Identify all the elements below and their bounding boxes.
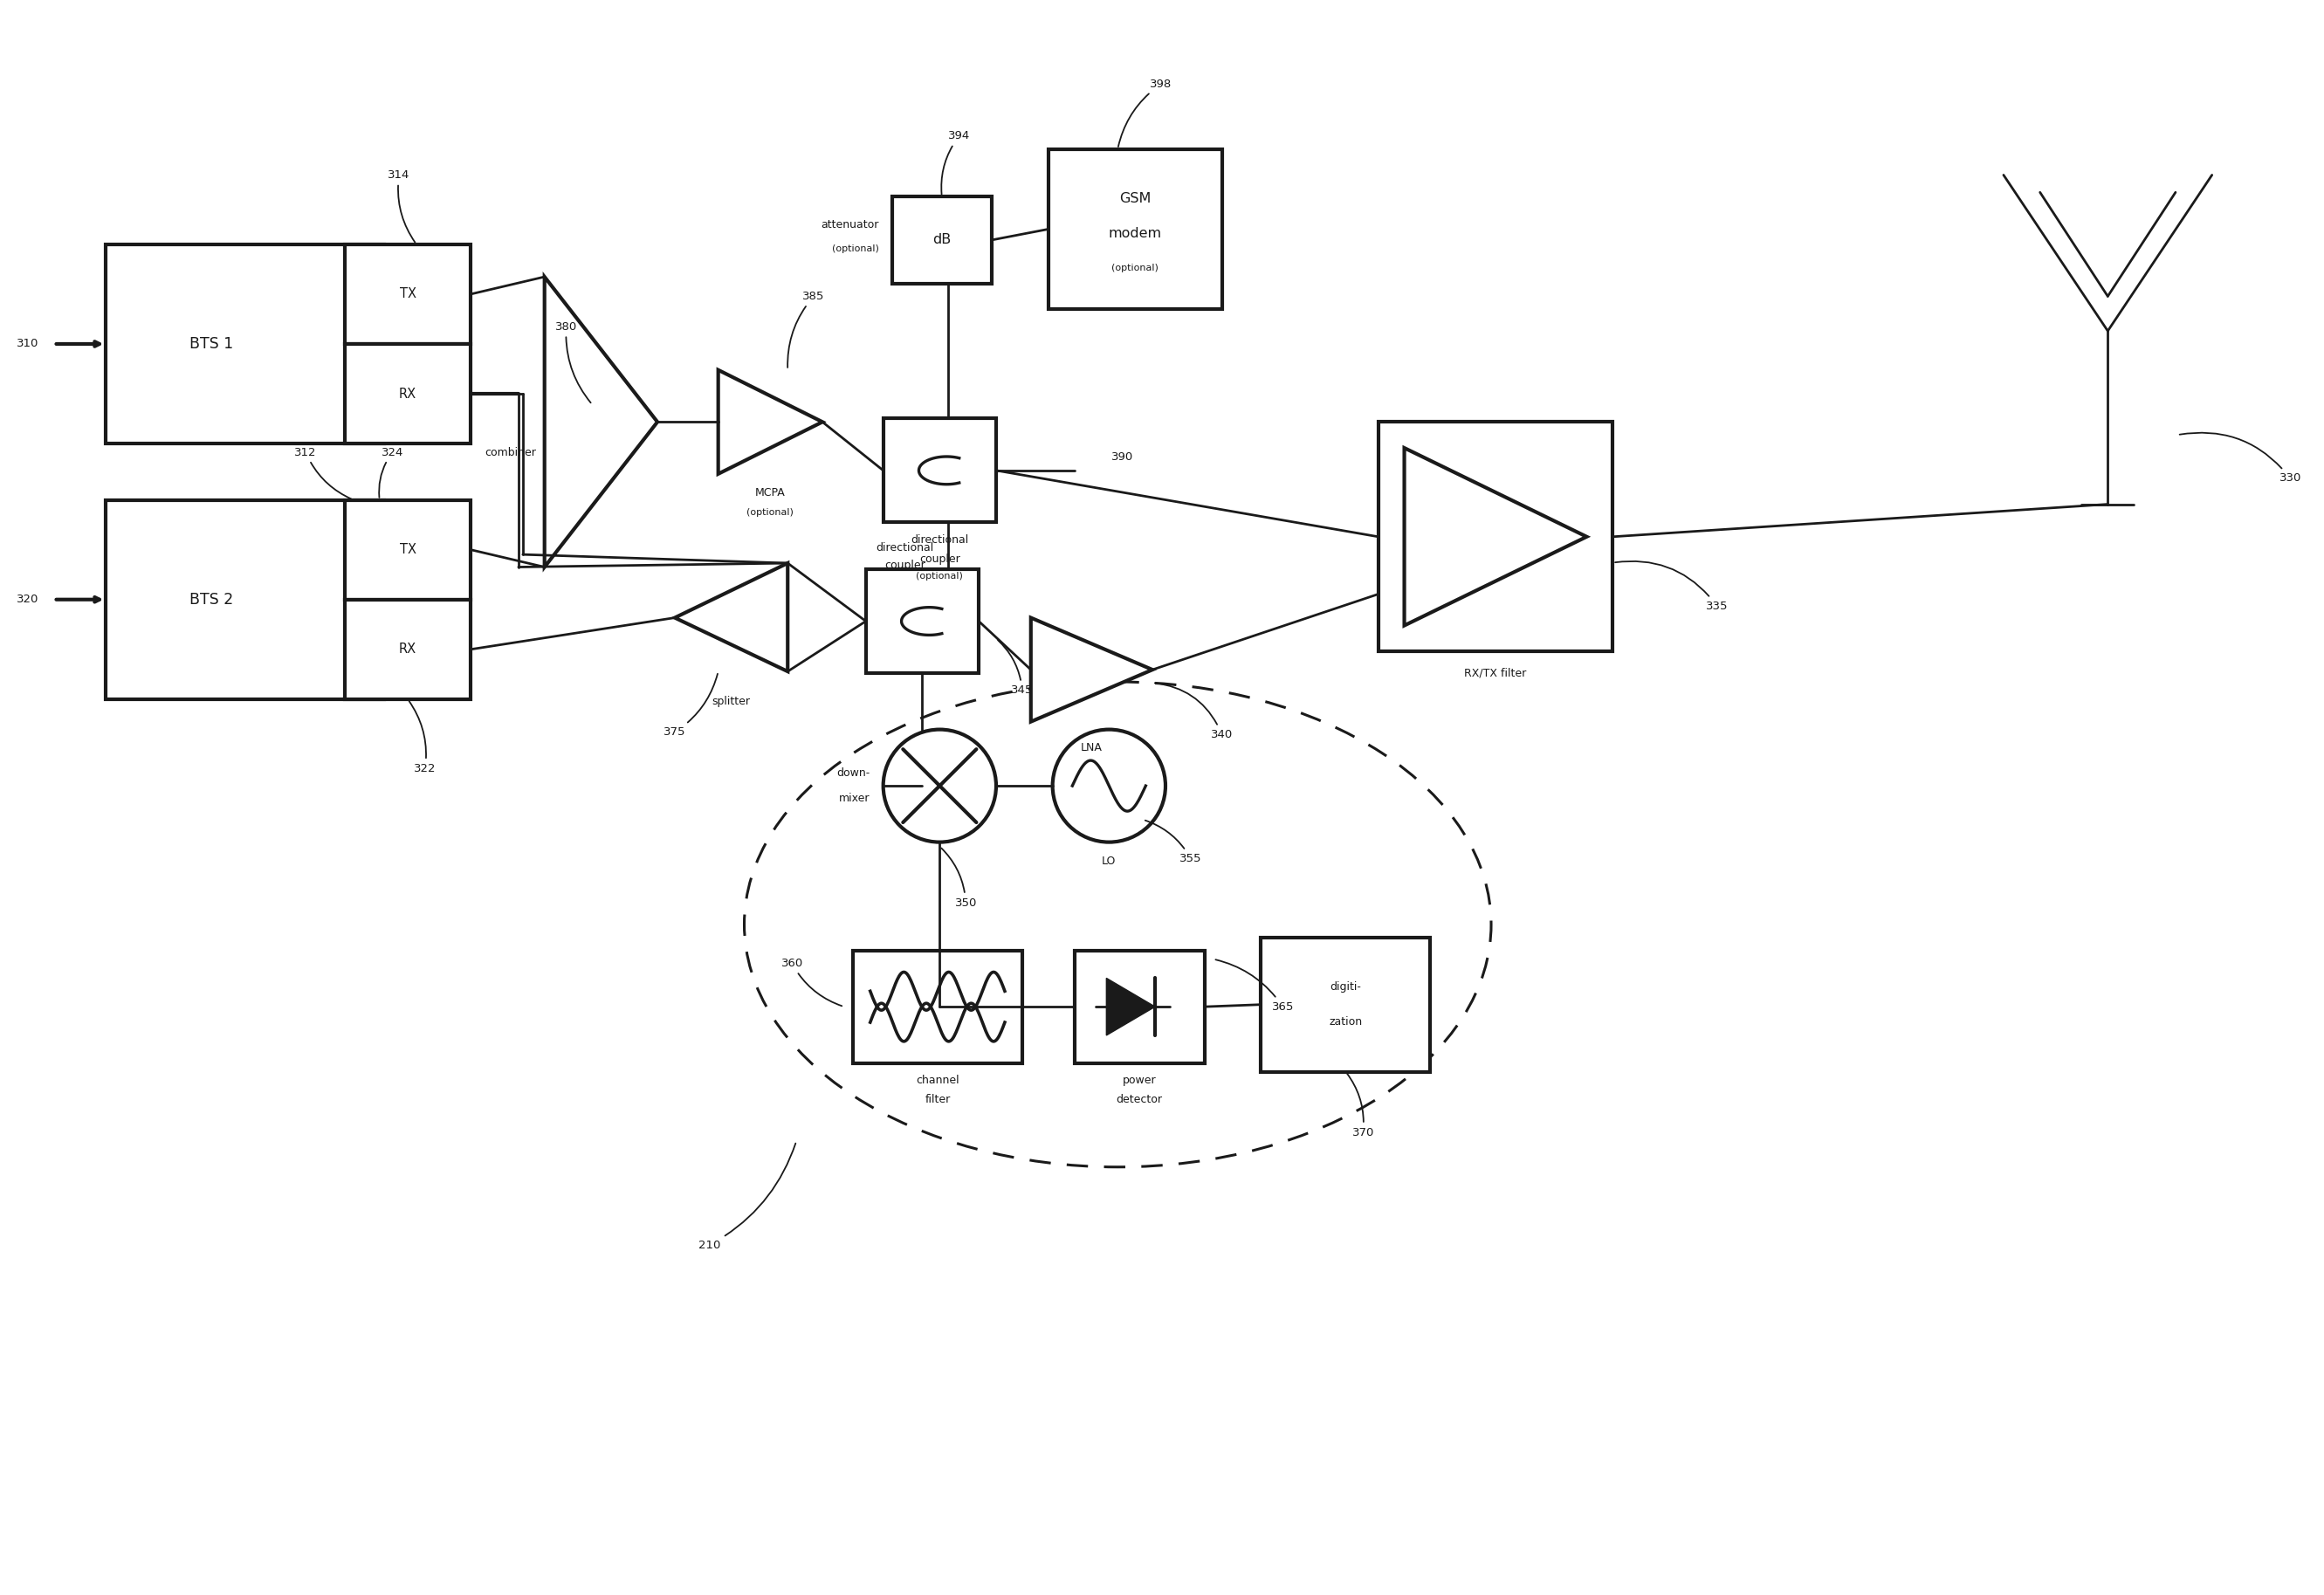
Text: 320: 320 [16,593,40,605]
Circle shape [883,729,997,842]
Text: 365: 365 [1215,960,1294,1013]
Text: 345: 345 [997,640,1034,695]
Text: TX: TX [400,287,416,301]
Polygon shape [1106,978,1155,1035]
Text: 370: 370 [1348,1073,1373,1137]
Text: BTS 1: BTS 1 [191,337,232,352]
Bar [344,499,472,600]
Text: 210: 210 [700,1144,795,1250]
Text: (optional): (optional) [746,507,795,517]
Text: 324: 324 [379,447,404,498]
Text: channel: channel [916,1075,960,1086]
Text: zation: zation [1329,1016,1362,1027]
Bar [107,244,383,443]
Text: directional: directional [911,534,969,545]
Text: MCPA: MCPA [755,488,786,499]
Text: filter: filter [925,1094,951,1105]
Polygon shape [544,278,658,568]
Text: (optional): (optional) [916,571,962,581]
Text: (optional): (optional) [1111,263,1160,273]
Text: 335: 335 [1615,561,1729,612]
Bar [892,196,992,284]
Polygon shape [1032,617,1153,721]
Bar [107,499,383,699]
Text: 394: 394 [941,131,969,195]
Text: LNA: LNA [1081,742,1102,753]
Text: mixer: mixer [839,793,869,804]
Bar [344,600,472,699]
Text: RX/TX filter: RX/TX filter [1464,667,1527,679]
Bar [1074,951,1204,1062]
Text: 385: 385 [788,290,825,367]
Text: attenuator: attenuator [820,219,878,230]
Text: dB: dB [932,233,951,247]
Text: TX: TX [400,544,416,557]
Circle shape [1053,729,1164,842]
Polygon shape [674,563,788,671]
Text: coupler: coupler [920,553,960,565]
Text: 380: 380 [555,321,590,402]
Text: 314: 314 [388,169,416,242]
Bar [883,418,997,523]
Text: 330: 330 [2180,432,2301,483]
Text: 355: 355 [1146,820,1202,864]
Text: combiner: combiner [483,447,537,458]
Bar [853,951,1023,1062]
Text: RX: RX [400,388,416,400]
Text: down-: down- [837,767,869,778]
Bar [1262,938,1429,1072]
Text: coupler: coupler [885,560,925,571]
Bar [344,345,472,443]
Polygon shape [1404,448,1587,625]
Text: GSM: GSM [1120,193,1150,206]
Polygon shape [718,370,823,474]
Text: 398: 398 [1118,78,1171,147]
Bar [1048,148,1222,309]
Text: modem: modem [1109,226,1162,239]
Text: detector: detector [1116,1094,1162,1105]
Text: digiti-: digiti- [1329,981,1362,994]
Text: LO: LO [1102,855,1116,866]
Text: BTS 2: BTS 2 [191,592,232,608]
Bar [344,244,472,345]
Text: 340: 340 [1155,683,1234,740]
Text: (optional): (optional) [832,244,878,254]
Text: 322: 322 [409,702,437,774]
Text: splitter: splitter [711,695,751,708]
Text: 360: 360 [781,957,841,1006]
Text: directional: directional [876,542,934,553]
Text: 375: 375 [665,673,718,738]
Bar [1378,423,1613,651]
Text: 310: 310 [16,338,40,349]
Text: power: power [1122,1075,1157,1086]
Text: 350: 350 [941,849,976,909]
Text: 312: 312 [295,447,351,499]
Bar [867,569,978,673]
Text: 390: 390 [1111,451,1134,463]
Text: RX: RX [400,643,416,656]
